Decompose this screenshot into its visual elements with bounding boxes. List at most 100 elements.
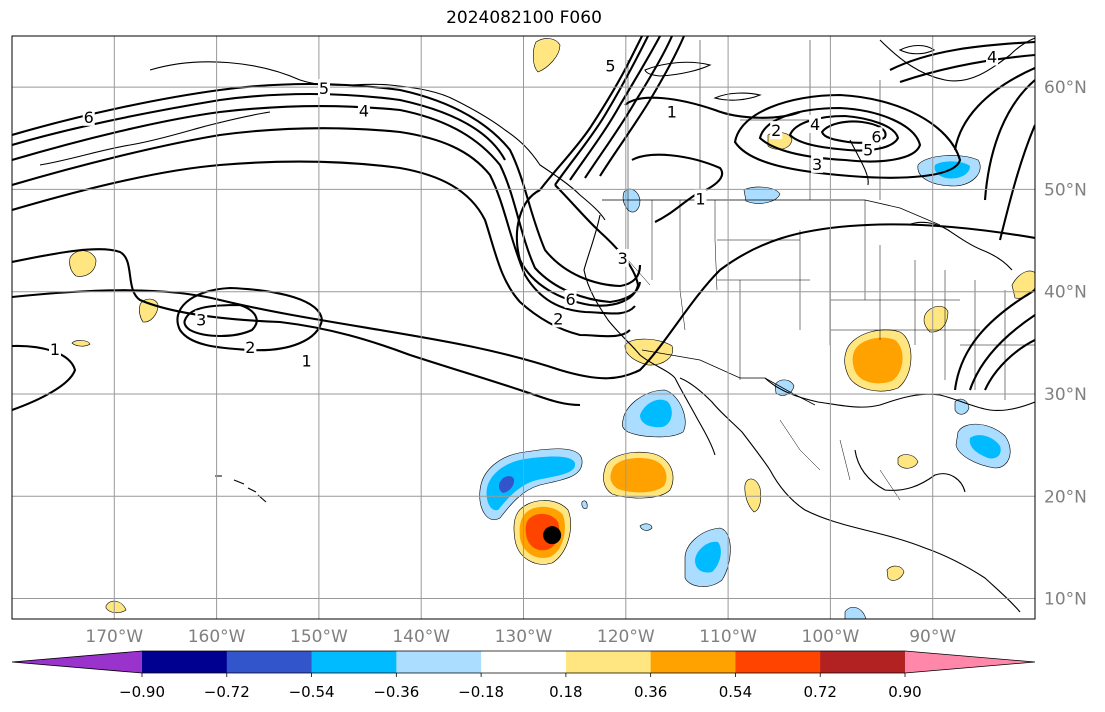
blue-anomaly-west-core (486, 456, 576, 511)
lon-tick-label-2: 150°W (290, 627, 348, 647)
colorbar-tick-label-1: −0.72 (204, 683, 250, 701)
gulf-california-coast (679, 377, 1021, 613)
contour-east-3 (953, 67, 1035, 151)
great-lakes (907, 221, 1013, 271)
contour-lines (12, 36, 1035, 411)
colorbar-bin-1 (142, 651, 228, 673)
contour-label-11: 3 (618, 249, 628, 268)
contour-6 (12, 82, 642, 288)
contour-ridge-4 (584, 36, 673, 179)
contour-label-13: 2 (553, 309, 563, 328)
contour-label-bg-15 (244, 337, 257, 356)
blue-anomaly-canada-core (934, 161, 970, 179)
contour-ridge-top-1 (624, 96, 801, 119)
yellow-anomaly-gulf-small (897, 454, 919, 469)
hawaii-islands (215, 475, 267, 503)
yellow-anomaly-small-1 (71, 340, 91, 347)
lon-tick-label-3: 140°W (392, 627, 450, 647)
contour-east-6 (953, 289, 1035, 391)
contour-1-ne (631, 153, 723, 223)
contour-east-7 (969, 314, 1035, 391)
blue-anomaly-small-1 (743, 186, 781, 204)
colorbar-bin-7 (650, 651, 736, 673)
lat-tick-label-3: 30°N (1044, 385, 1087, 405)
contour-label-bg-9 (811, 154, 824, 173)
gridlines (12, 36, 1035, 619)
us-west-coast (583, 214, 676, 379)
contour-east-5 (998, 124, 1035, 241)
contour-3-trough-west (12, 160, 631, 338)
contour-ridge-1 (539, 36, 643, 191)
colorbar-tick-label-0: −0.90 (119, 683, 165, 701)
colorbar-tick-label-4: −0.18 (458, 683, 504, 701)
contour-label-bg-16 (300, 351, 313, 370)
contour-2-ring (176, 286, 324, 352)
blue-anomaly-south-core (695, 541, 721, 573)
blue-anomaly-small-7 (581, 500, 588, 509)
lat-tick-label-4: 20°N (1044, 487, 1087, 507)
blue-anomaly-gulf-core (969, 435, 1001, 459)
lon-tick-label-1: 160°W (188, 627, 246, 647)
contour-5 (12, 105, 642, 304)
contour-label-bg-11 (616, 248, 629, 267)
contour-1-pacific (12, 223, 1035, 380)
lon-tick-label-6: 110°W (699, 627, 757, 647)
contour-5-upper (12, 92, 506, 161)
contour-4 (12, 127, 636, 315)
contour-1-south (12, 344, 77, 411)
contour-label-bg-3 (604, 56, 617, 75)
colorbar-tick-label-9: 0.90 (888, 683, 921, 701)
canada-east-coast (879, 37, 1035, 82)
orange-anomaly-texas-core (852, 337, 903, 384)
contour-ridge-3 (569, 36, 661, 181)
orange-anomaly-center-core (610, 458, 667, 493)
anomaly-shading (69, 38, 1035, 619)
contour-label-12: 6 (565, 290, 575, 309)
lon-tick-label-7: 100°W (802, 627, 860, 647)
contour-label-6: 4 (810, 115, 820, 134)
contour-label-bg-8 (862, 140, 875, 159)
colorbar-bin-8 (735, 651, 821, 673)
contour-label-5: 2 (771, 121, 781, 140)
latitude-tick-labels: 60°N 50°N 40°N 30°N 20°N 10°N (1044, 78, 1087, 609)
alaska-coast (149, 61, 606, 221)
contour-3-ring (183, 303, 258, 337)
colorbar-tick-label-6: 0.36 (634, 683, 667, 701)
baja-coast (674, 377, 716, 456)
contour-east-2 (899, 53, 1035, 83)
colorbar-bin-9 (820, 651, 906, 673)
contour-label-bg-4 (665, 102, 678, 121)
contour-ridge-2 (554, 36, 649, 186)
colorbar-tick-label-8: 0.72 (804, 683, 837, 701)
blue-anomaly-small-4 (639, 523, 653, 531)
yucatan-coast (854, 449, 966, 493)
blue-anomaly-small-6 (844, 606, 867, 619)
contour-label-bg-14 (195, 310, 208, 329)
contour-label-7: 6 (871, 127, 881, 146)
colorbar: −0.90 −0.72 −0.54 −0.36 −0.18 0.18 0.36 0.54 0.7… (11, 650, 1036, 701)
contour-label-bg-18 (986, 47, 999, 66)
contour-label-9: 3 (812, 155, 822, 174)
colorbar-tick-label-7: 0.54 (719, 683, 752, 701)
colorbar-bin-4 (396, 651, 482, 673)
colorbar-tick-label-3: −0.36 (373, 683, 419, 701)
contour-label-bg-6 (809, 114, 822, 133)
lon-tick-label-0: 170°W (85, 627, 143, 647)
aleutians-coast (39, 111, 271, 166)
lat-tick-label-2: 40°N (1044, 283, 1087, 303)
yellow-anomaly-small-3 (105, 600, 127, 614)
contour-label-10: 1 (695, 190, 705, 209)
hudson-bay-coast (849, 139, 869, 186)
coastlines (39, 37, 1035, 613)
contour-1-mid (12, 248, 581, 407)
contour-label-bg-2 (357, 101, 370, 120)
storm-center-marker (543, 526, 562, 545)
arctic-island-1 (644, 61, 712, 77)
yellow-anomaly-small-2 (886, 565, 905, 581)
contour-trough-close (515, 184, 640, 307)
lon-tick-label-8: 90°W (909, 627, 956, 647)
yellow-anomaly-ohio (923, 306, 949, 333)
blue-anomaly-small-2 (622, 188, 641, 213)
